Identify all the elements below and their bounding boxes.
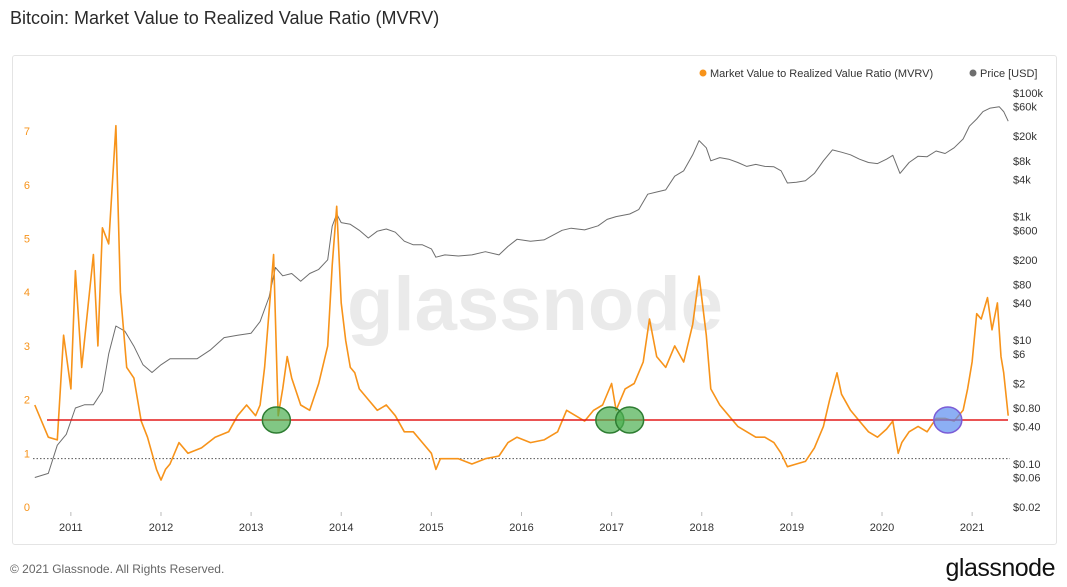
y-left-tick-label: 2	[24, 395, 30, 407]
x-tick-label: 2021	[960, 522, 984, 534]
x-tick-label: 2012	[149, 522, 173, 534]
y-right-tick-label: $60k	[1013, 102, 1037, 114]
x-tick-label: 2018	[690, 522, 714, 534]
x-tick-label: 2011	[59, 522, 83, 534]
y-right-tick-label: $8k	[1013, 156, 1031, 168]
y-right-tick-label: $600	[1013, 225, 1037, 237]
y-right-tick-label: $1k	[1013, 212, 1031, 224]
y-right-tick-label: $100k	[1013, 88, 1043, 100]
y-right-tick-label: $2	[1013, 378, 1025, 390]
y-right-tick-label: $0.80	[1013, 403, 1041, 415]
x-tick-label: 2016	[509, 522, 533, 534]
y-left-tick-label: 0	[24, 502, 30, 514]
y-right-tick-label: $4k	[1013, 174, 1031, 186]
y-left-tick-label: 4	[24, 287, 30, 299]
y-right-tick-label: $10	[1013, 335, 1031, 347]
y-left-tick-label: 1	[24, 448, 30, 460]
x-tick-label: 2020	[870, 522, 894, 534]
y-right-tick-label: $0.02	[1013, 502, 1041, 514]
y-left-tick-label: 5	[24, 234, 30, 246]
x-tick-label: 2014	[329, 522, 353, 534]
y-right-tick-label: $0.06	[1013, 473, 1041, 485]
price-series-line	[34, 106, 1009, 478]
green-marker	[614, 406, 645, 434]
y-right-tick-label: $0.10	[1013, 459, 1041, 471]
x-tick-label: 2015	[419, 522, 443, 534]
legend-label-price: Price [USD]	[980, 68, 1037, 80]
green-marker	[261, 406, 292, 434]
y-right-tick-label: $80	[1013, 279, 1031, 291]
legend-label-mvrv: Market Value to Realized Value Ratio (MV…	[710, 68, 933, 80]
y-right-tick-label: $200	[1013, 255, 1037, 267]
copyright-text: © 2021 Glassnode. All Rights Reserved.	[10, 562, 225, 576]
legend-swatch-price	[969, 69, 977, 77]
y-right-tick-label: $40	[1013, 298, 1031, 310]
x-tick-label: 2013	[239, 522, 263, 534]
y-right-tick-label: $20k	[1013, 131, 1037, 143]
blue-marker	[933, 406, 963, 434]
chart-panel	[12, 55, 1057, 545]
y-left-tick-label: 6	[24, 180, 30, 192]
glassnode-logo: glassnode	[945, 554, 1056, 582]
x-tick-label: 2019	[780, 522, 804, 534]
y-left-tick-label: 3	[24, 341, 30, 353]
mvrv-series-line	[34, 124, 1009, 481]
y-right-tick-label: $6	[1013, 349, 1025, 361]
y-right-tick-label: $0.40	[1013, 422, 1041, 434]
x-tick-label: 2017	[599, 522, 623, 534]
y-left-tick-label: 7	[24, 126, 30, 138]
page-title: Bitcoin: Market Value to Realized Value …	[10, 8, 440, 28]
legend-swatch-mvrv	[699, 69, 707, 77]
watermark-text: glassnode	[347, 262, 723, 347]
